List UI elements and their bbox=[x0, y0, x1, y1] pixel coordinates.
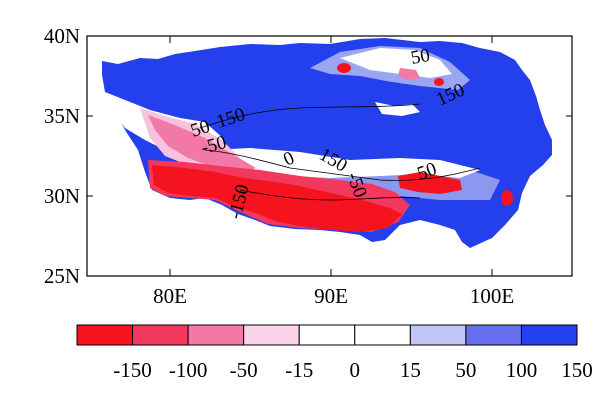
contour-label: 50 bbox=[409, 45, 431, 69]
white-region-central bbox=[210, 148, 480, 178]
map-frame bbox=[86, 35, 573, 277]
y-axis-labels: 40N 35N 30N 25N bbox=[44, 24, 80, 288]
colorbar-swatch bbox=[409, 324, 467, 346]
pink-patch-northeast bbox=[398, 68, 420, 80]
pink-region-medium bbox=[148, 115, 256, 174]
colorbar-swatch bbox=[187, 324, 245, 346]
colorbar-swatch bbox=[354, 324, 411, 346]
x-axis-labels: 80E 90E 100E bbox=[153, 284, 514, 308]
x-tick-label: 100E bbox=[470, 284, 514, 308]
y-tick-label: 40N bbox=[44, 24, 80, 48]
colorbar-swatch bbox=[76, 324, 134, 346]
colorbar-label: 15 bbox=[400, 358, 421, 382]
colorbar-label: 100 bbox=[506, 358, 538, 382]
colorbar: -150 -100 -50 -15 0 15 50 100 150 bbox=[76, 324, 593, 382]
colorbar-swatch bbox=[243, 324, 300, 346]
red-patch-east bbox=[398, 172, 462, 194]
red-spot-north bbox=[337, 63, 351, 73]
x-tick-label: 90E bbox=[314, 284, 348, 308]
colorbar-swatch bbox=[132, 324, 189, 346]
x-tick-label: 80E bbox=[153, 284, 187, 308]
contour-line bbox=[199, 103, 421, 129]
y-tick-label: 30N bbox=[44, 184, 80, 208]
tick-marks bbox=[87, 35, 572, 277]
contour-lines bbox=[199, 103, 481, 201]
contour-line bbox=[204, 149, 481, 181]
red-region-core bbox=[152, 165, 402, 232]
red-spot-northeast bbox=[434, 78, 444, 86]
colorbar-label: -50 bbox=[230, 358, 258, 382]
colorbar-label: 0 bbox=[350, 358, 361, 382]
colorbar-label: 150 bbox=[561, 358, 593, 382]
colorbar-swatch bbox=[465, 324, 522, 346]
colorbar-label: -15 bbox=[285, 358, 313, 382]
y-tick-label: 35N bbox=[44, 104, 80, 128]
colorbar-label: -150 bbox=[113, 358, 152, 382]
colorbar-label: 50 bbox=[455, 358, 476, 382]
red-spot-east bbox=[501, 190, 513, 206]
y-tick-label: 25N bbox=[44, 264, 80, 288]
contour-line bbox=[239, 189, 421, 201]
colorbar-swatch bbox=[298, 324, 356, 346]
white-patch-east bbox=[375, 102, 420, 116]
white-region-north bbox=[340, 48, 452, 78]
colorbar-label: -100 bbox=[169, 358, 208, 382]
colorbar-swatch bbox=[520, 324, 578, 346]
